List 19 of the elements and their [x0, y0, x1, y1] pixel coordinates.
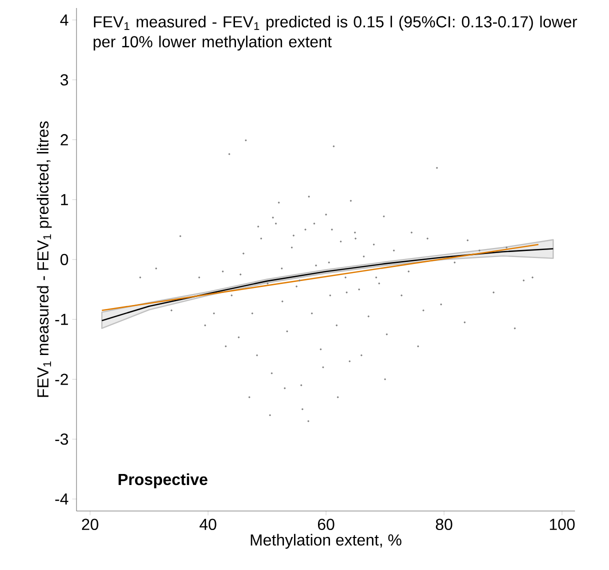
y-tick-label: 2 — [60, 134, 68, 146]
x-tick-label: 80 — [436, 518, 452, 530]
y-axis-title: FEV$_{1}$ measured - FEV$_{1}$ predicted, litres — [36, 121, 52, 397]
y-tick-label: 3 — [60, 74, 68, 86]
y-tick-label: 0 — [60, 254, 68, 266]
line-series — [101, 248, 554, 322]
x-axis-title: Methylation extent, % — [250, 534, 402, 549]
y-tick-label: -4 — [55, 494, 68, 505]
annotation: FEV$_{1}$ measured - FEV$_{1}$ predicted is 0.15 l (95%CI: 0.13-0.17) lower per 10% lower methylation extent — [94, 16, 578, 51]
y-tick-label: 4 — [60, 14, 68, 26]
y-tick-label: -3 — [55, 434, 68, 445]
y-tick-label: -1 — [55, 314, 68, 325]
x-tick-label: 20 — [82, 518, 98, 530]
y-tick-label: -2 — [55, 374, 68, 385]
x-tick-label: 100 — [550, 518, 575, 530]
y-tick-label: 1 — [61, 194, 68, 206]
annotation: Prospective — [118, 473, 208, 488]
x-tick-label: 40 — [200, 518, 216, 530]
x-tick-label: 60 — [318, 518, 334, 530]
